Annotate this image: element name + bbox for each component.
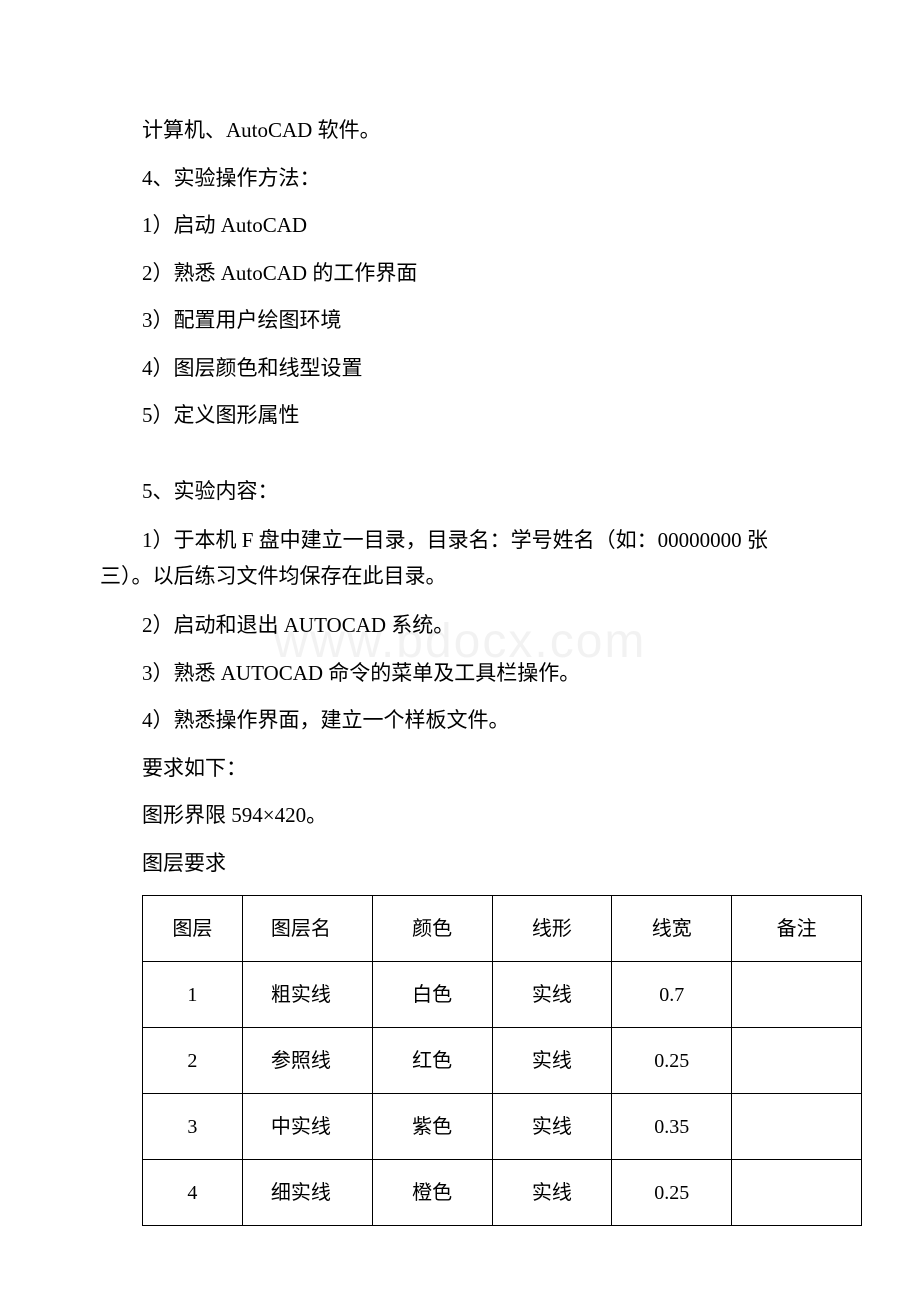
- text-line: 1）启动 AutoCAD: [100, 210, 820, 242]
- table-cell: 参照线: [242, 1028, 372, 1094]
- text-line: 2）熟悉 AutoCAD 的工作界面: [100, 258, 820, 290]
- text-line: 2）启动和退出 AUTOCAD 系统。: [100, 610, 820, 642]
- table-row: 4 细实线 橙色 实线 0.25: [143, 1160, 862, 1226]
- text-line: 5）定义图形属性: [100, 400, 820, 432]
- table-row: 3 中实线 紫色 实线 0.35: [143, 1094, 862, 1160]
- table-header-cell: 线形: [492, 896, 612, 962]
- table-cell: 0.25: [612, 1160, 732, 1226]
- table-cell: 0.25: [612, 1028, 732, 1094]
- table-header-cell: 图层名: [242, 896, 372, 962]
- table-cell: 4: [143, 1160, 243, 1226]
- text-line: 4）熟悉操作界面，建立一个样板文件。: [100, 705, 820, 737]
- document-body: 计算机、AutoCAD 软件。 4、实验操作方法： 1）启动 AutoCAD 2…: [0, 0, 920, 1226]
- text-line: 图层要求: [100, 848, 820, 880]
- table-cell: 细实线: [242, 1160, 372, 1226]
- table-cell: 实线: [492, 962, 612, 1028]
- table-cell: 中实线: [242, 1094, 372, 1160]
- text-line: 3）熟悉 AUTOCAD 命令的菜单及工具栏操作。: [100, 658, 820, 690]
- table-cell: [732, 1094, 862, 1160]
- text-line: 1）于本机 F 盘中建立一目录，目录名：学号姓名（如：00000000 张三）。…: [100, 523, 820, 594]
- table-cell: [732, 1028, 862, 1094]
- table-header-cell: 颜色: [372, 896, 492, 962]
- layer-table: 图层 图层名 颜色 线形 线宽 备注 1 粗实线 白色 实线 0.7 2 参照线…: [142, 895, 862, 1226]
- table-cell: 紫色: [372, 1094, 492, 1160]
- table-cell: [732, 1160, 862, 1226]
- table-cell: 粗实线: [242, 962, 372, 1028]
- table-header-row: 图层 图层名 颜色 线形 线宽 备注: [143, 896, 862, 962]
- table-row: 1 粗实线 白色 实线 0.7: [143, 962, 862, 1028]
- table-cell: [732, 962, 862, 1028]
- text-line: 计算机、AutoCAD 软件。: [100, 115, 820, 147]
- table-cell: 实线: [492, 1160, 612, 1226]
- table-cell: 实线: [492, 1094, 612, 1160]
- table-cell: 0.7: [612, 962, 732, 1028]
- text-line: 5、实验内容：: [100, 476, 820, 508]
- table-header-cell: 图层: [143, 896, 243, 962]
- table-cell: 红色: [372, 1028, 492, 1094]
- table-cell: 实线: [492, 1028, 612, 1094]
- text-line: 4、实验操作方法：: [100, 163, 820, 195]
- table-cell: 1: [143, 962, 243, 1028]
- text-line: 要求如下：: [100, 753, 820, 785]
- table-cell: 0.35: [612, 1094, 732, 1160]
- table-header-cell: 备注: [732, 896, 862, 962]
- table-cell: 2: [143, 1028, 243, 1094]
- table-cell: 3: [143, 1094, 243, 1160]
- text-line: 3）配置用户绘图环境: [100, 305, 820, 337]
- table-header-cell: 线宽: [612, 896, 732, 962]
- table-cell: 橙色: [372, 1160, 492, 1226]
- table-cell: 白色: [372, 962, 492, 1028]
- text-line: 4）图层颜色和线型设置: [100, 353, 820, 385]
- table-row: 2 参照线 红色 实线 0.25: [143, 1028, 862, 1094]
- text-line: 图形界限 594×420。: [100, 800, 820, 832]
